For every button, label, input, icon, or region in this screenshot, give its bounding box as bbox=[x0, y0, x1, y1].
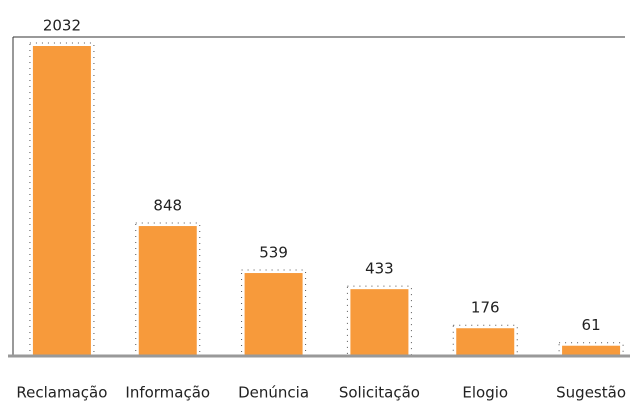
data-label: 2032 bbox=[43, 17, 81, 35]
data-label: 539 bbox=[259, 244, 288, 262]
bar bbox=[562, 345, 621, 355]
x-tick-label: Sugestão bbox=[556, 384, 626, 401]
bar-outline bbox=[452, 324, 518, 356]
x-tick-label: Reclamação bbox=[16, 384, 107, 401]
bar bbox=[138, 226, 197, 355]
data-label: 176 bbox=[471, 299, 500, 317]
x-tick-label: Denúncia bbox=[238, 384, 309, 401]
bar bbox=[32, 46, 91, 355]
data-label: 61 bbox=[582, 316, 601, 334]
bar bbox=[350, 289, 409, 355]
bar bbox=[244, 273, 303, 355]
data-label: 433 bbox=[365, 260, 394, 278]
x-tick-label: Elogio bbox=[462, 384, 508, 401]
bar bbox=[456, 328, 515, 355]
data-label: 848 bbox=[153, 197, 182, 215]
x-tick-label: Informação bbox=[125, 384, 210, 401]
x-tick-label: Solicitação bbox=[339, 384, 420, 401]
